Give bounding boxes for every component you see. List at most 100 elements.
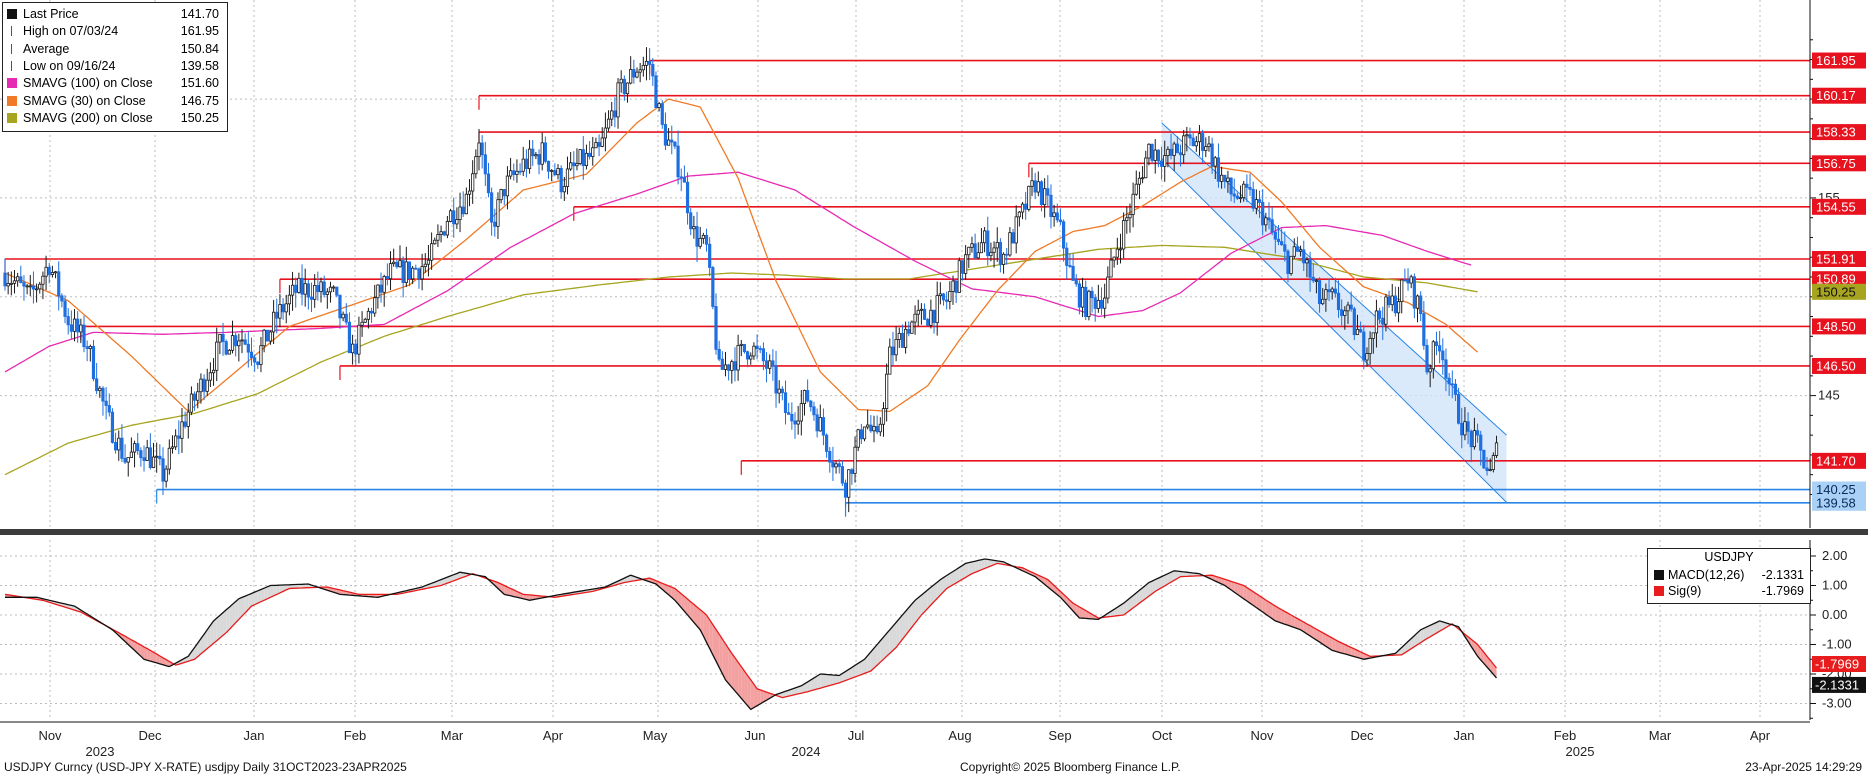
candle-body	[338, 294, 342, 319]
macd-histogram-segment	[1284, 611, 1288, 626]
macd-histogram-segment	[1158, 576, 1162, 590]
candle-body	[572, 162, 576, 167]
legend-value: 139.58	[180, 58, 219, 73]
macd-histogram-segment	[1269, 602, 1273, 619]
macd-legend-value: -2.1331	[1761, 568, 1804, 582]
candle-body	[660, 103, 664, 125]
macd-histogram-segment	[1237, 583, 1241, 597]
macd-histogram-segment	[810, 677, 814, 691]
month-label: Feb	[1554, 728, 1576, 743]
candle-body	[237, 340, 241, 347]
candle-body	[1384, 296, 1388, 325]
macd-histogram-segment	[437, 579, 442, 587]
macd-histogram-segment	[848, 667, 852, 680]
candle-body	[840, 466, 845, 484]
macd-tick-label: 0.00	[1822, 607, 1847, 622]
candle-body	[922, 308, 927, 320]
candle-body	[1131, 193, 1135, 215]
candle-body	[856, 429, 860, 448]
macd-legend-item: MACD(12,26) -2.1331	[1654, 568, 1804, 583]
macd-histogram-segment	[697, 607, 701, 630]
legend-value: 146.75	[180, 93, 219, 108]
candle-body	[1261, 201, 1265, 226]
candle-body	[1182, 135, 1186, 156]
macd-histogram-segment	[1474, 641, 1478, 657]
candle-body	[1229, 177, 1233, 195]
macd-histogram-segment	[801, 683, 805, 694]
macd-histogram-segment	[441, 578, 445, 586]
macd-histogram-segment	[1303, 622, 1307, 634]
month-label: Oct	[1152, 728, 1173, 743]
candle-body	[704, 234, 709, 245]
macd-histogram-segment	[953, 569, 957, 585]
level-tag-label: 146.50	[1816, 358, 1856, 373]
macd-histogram-segment	[1329, 636, 1333, 651]
legend-item: SMAVG (100) on Close 151.60	[7, 76, 223, 91]
candle-body	[19, 276, 23, 283]
candle-body	[730, 361, 734, 371]
candle-body	[986, 230, 990, 257]
candle-body	[603, 127, 608, 139]
macd-histogram-segment	[1433, 622, 1437, 635]
candle-body	[907, 328, 911, 334]
candle-body	[294, 284, 298, 293]
candle-body	[913, 313, 917, 323]
macd-swatch	[1654, 570, 1664, 580]
candle-body	[145, 447, 149, 461]
time-axis: Nov Dec Jan Feb Mar Apr May Jun Jul Aug Sep Oct Nov D…	[0, 721, 1810, 759]
signal-line	[4, 562, 1498, 699]
macd-histogram-segment	[1265, 599, 1269, 617]
candle-body	[256, 361, 260, 365]
macd-histogram-segment	[144, 646, 148, 661]
candle-body	[1232, 193, 1236, 197]
month-label: Jul	[848, 728, 865, 743]
candle-body	[799, 403, 803, 422]
candle-body	[1125, 217, 1129, 221]
candle-body	[1280, 241, 1284, 246]
candle-body	[297, 277, 301, 293]
candle-body	[104, 400, 108, 406]
macd-histogram-segment	[832, 674, 837, 685]
candle-body	[88, 345, 92, 349]
candle-body	[1080, 286, 1085, 308]
macd-histogram-segment	[734, 657, 739, 695]
macd-histogram-segment	[1436, 620, 1440, 634]
macd-histogram-segment	[229, 604, 233, 630]
candle-body	[938, 293, 942, 297]
macd-histogram-segment	[1171, 570, 1175, 583]
candle-body	[1400, 279, 1404, 302]
candle-body	[534, 154, 538, 157]
candle-body	[983, 230, 987, 244]
candle-body	[110, 411, 115, 443]
candle-body	[935, 295, 939, 324]
candle-body	[287, 294, 292, 305]
macd-histogram-segment	[1316, 629, 1320, 643]
macd-histogram-segment	[851, 665, 856, 679]
candle-body	[1311, 276, 1315, 282]
level-tag	[1812, 155, 1866, 172]
level-tag-label: 154.55	[1816, 199, 1856, 214]
candle-body	[518, 170, 522, 173]
candle-body	[663, 124, 668, 146]
macd-legend-title: USDJPY	[1704, 550, 1754, 564]
candle-body	[28, 285, 32, 288]
level-tag	[1812, 198, 1866, 215]
macd-histogram-segment	[1411, 635, 1415, 649]
candle-body	[780, 388, 784, 394]
macd-histogram-segment	[1420, 628, 1424, 643]
candle-body	[569, 162, 573, 170]
candle-body	[72, 318, 77, 332]
candle-body	[9, 282, 13, 285]
candle-body	[635, 71, 639, 78]
macd-histogram-segment	[226, 607, 230, 633]
candle-body	[717, 348, 721, 360]
candle-body	[1343, 310, 1347, 316]
macd-histogram-segment	[826, 674, 830, 687]
macd-histogram-segment	[867, 651, 871, 673]
candle-body	[739, 343, 743, 346]
candle-body	[1460, 422, 1464, 436]
candle-body	[869, 424, 873, 432]
candle-body	[363, 318, 367, 323]
macd-histogram-segment	[251, 592, 255, 607]
month-label: Jan	[244, 728, 265, 743]
